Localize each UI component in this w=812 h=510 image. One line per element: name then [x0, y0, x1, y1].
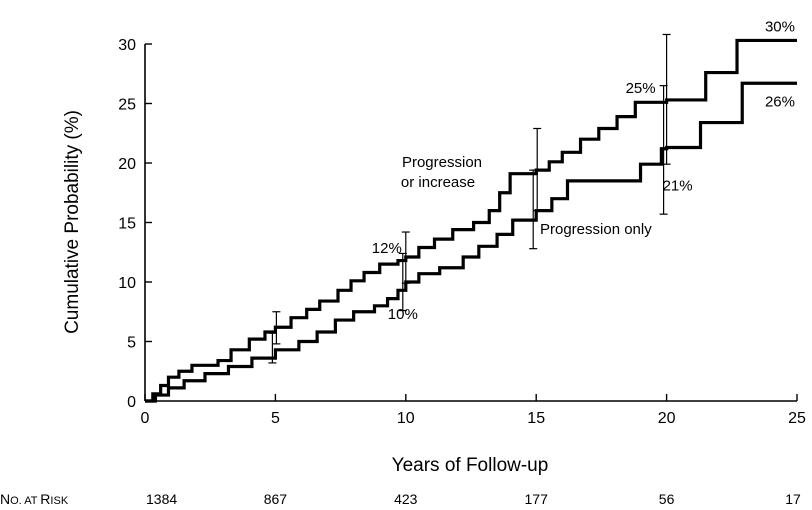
y-tick-label: 20 — [118, 156, 136, 173]
ci-bar — [268, 332, 277, 364]
at-risk-value: 177 — [525, 491, 549, 507]
x-tick-label: 5 — [271, 410, 280, 427]
y-tick-label: 10 — [118, 275, 136, 292]
y-tick-label: 25 — [118, 97, 136, 114]
ci-bar — [272, 311, 281, 345]
series-line-progression-or-increase — [145, 38, 797, 403]
label-progression-only: Progression only — [540, 221, 652, 238]
annotation-26pct: 26% — [765, 93, 795, 110]
at-risk-value: 56 — [659, 491, 675, 507]
x-tick-label: 0 — [141, 410, 150, 427]
confidence-intervals — [268, 33, 671, 364]
x-tick-label: 20 — [658, 410, 676, 427]
annotation-12pct: 12% — [372, 240, 402, 257]
y-tick-label: 0 — [127, 394, 136, 411]
ci-bar — [659, 85, 668, 215]
y-axis-title: Cumulative Probability (%) — [62, 110, 83, 334]
at-risk-value: 867 — [264, 491, 288, 507]
annotation-21pct: 21% — [663, 178, 693, 195]
series-line-progression-only — [145, 81, 797, 403]
x-tick-label: 25 — [788, 410, 806, 427]
number-at-risk-row: NO. AT RISK 1384 867 423 177 56 17 — [0, 491, 801, 507]
at-risk-value: 1384 — [146, 491, 177, 507]
ci-bar — [398, 252, 407, 312]
at-risk-isk: ISK — [50, 495, 68, 507]
x-tick-label: 15 — [527, 410, 545, 427]
label-or-increase: or increase — [401, 174, 475, 191]
y-tick-label: 15 — [118, 216, 136, 233]
annotation-10pct: 10% — [388, 306, 418, 323]
axes: 0 5 10 15 20 25 0 5 10 15 20 25 30 — [118, 37, 806, 427]
series-layer — [145, 38, 797, 403]
at-risk-value: 17 — [785, 491, 801, 507]
x-axis-title: Years of Follow-up — [392, 455, 549, 476]
at-risk-value: 423 — [394, 491, 418, 507]
at-risk-r: R — [40, 491, 50, 507]
at-risk-o: O. — [10, 495, 22, 507]
annotations: 12% 25% 30% 10% 21% 26% Progression or increase… — [372, 18, 795, 323]
y-tick-label: 5 — [127, 335, 136, 352]
at-risk-label: NO. AT RISK — [0, 491, 69, 507]
ci-bar — [533, 127, 542, 212]
label-progression: Progression — [402, 154, 482, 171]
at-risk-n: N — [0, 491, 10, 507]
y-tick-label: 30 — [118, 37, 136, 54]
annotation-25pct: 25% — [626, 80, 656, 97]
x-tick-label: 10 — [397, 410, 415, 427]
ci-bar — [529, 169, 538, 250]
annotation-30pct: 30% — [765, 18, 795, 35]
at-risk-at: AT — [22, 495, 41, 507]
